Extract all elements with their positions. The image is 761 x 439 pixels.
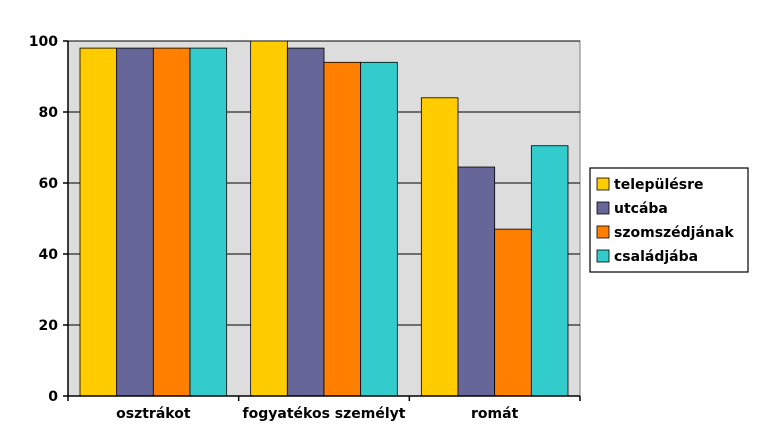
legend-swatch <box>596 249 610 263</box>
bar-1-2 <box>116 47 154 397</box>
legend-label: településre <box>614 177 704 193</box>
bar-3-4 <box>530 145 569 397</box>
bar-3-2 <box>457 166 496 397</box>
bar-2-3 <box>323 61 362 397</box>
y-tick-label: 60 <box>39 176 59 192</box>
bars <box>79 40 569 397</box>
legend-label: utcába <box>614 201 668 217</box>
y-tick-label: 80 <box>39 105 59 121</box>
legend: településre utcába szomszédjának családjába <box>589 167 749 273</box>
legend-swatch <box>596 201 610 215</box>
category-label: romát <box>471 406 519 422</box>
y-axis: 0 20 40 60 80 100 <box>29 34 69 405</box>
y-tick-label: 20 <box>39 318 59 334</box>
bar-1-1 <box>79 47 118 397</box>
y-tick-label: 40 <box>39 247 59 263</box>
legend-label: családjába <box>614 249 698 265</box>
bar-2-2 <box>286 47 325 397</box>
legend-label: szomszédjának <box>614 225 734 241</box>
category-label: fogyatékos személyt <box>243 406 406 422</box>
x-axis: osztrákot fogyatékos személyt romát <box>67 395 581 422</box>
legend-box <box>589 167 749 273</box>
bar-1-3 <box>152 47 191 397</box>
legend-swatch <box>596 225 610 239</box>
bar-3-1 <box>420 97 459 397</box>
legend-swatch <box>596 177 610 191</box>
bar-2-4 <box>360 61 398 397</box>
category-label: osztrákot <box>116 406 191 422</box>
y-tick-label: 100 <box>29 34 58 50</box>
bar-1-4 <box>189 47 228 397</box>
bar-3-3 <box>494 228 532 397</box>
y-tick-label: 0 <box>48 389 58 405</box>
bar-2-1 <box>250 40 288 397</box>
